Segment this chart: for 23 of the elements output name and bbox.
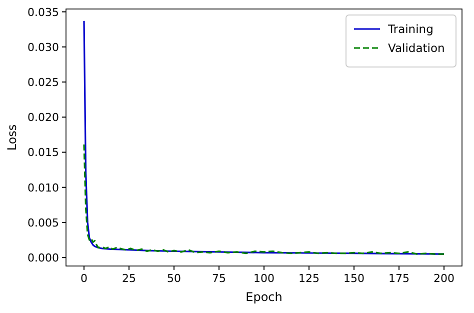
legend-label: Training	[387, 22, 434, 36]
x-tick-label: 175	[388, 272, 410, 285]
x-tick-label: 100	[254, 272, 274, 285]
y-tick-label: 0.005	[28, 216, 59, 230]
y-axis-title: Loss	[5, 124, 19, 151]
y-tick-label: 0.035	[28, 6, 59, 19]
y-tick-label: 0.010	[28, 181, 59, 194]
x-tick-label: 200	[434, 272, 454, 285]
x-tick-label: 150	[344, 272, 364, 285]
x-tick-label: 125	[298, 272, 320, 285]
x-tick-label: 50	[167, 272, 181, 285]
y-tick-label: 0.030	[28, 40, 59, 54]
y-tick-label: 0.020	[28, 111, 59, 124]
legend-label: Validation	[388, 41, 445, 55]
line-series	[83, 20, 445, 255]
y-tick-label: 0.000	[28, 252, 59, 265]
x-tick-label: 25	[122, 272, 136, 285]
y-tick-label: 0.025	[28, 76, 59, 90]
x-axis-title: Epoch	[246, 290, 282, 304]
x-tick-label: 0	[80, 272, 88, 285]
line-series	[83, 144, 445, 255]
y-tick-label: 0.015	[28, 146, 59, 160]
x-tick-label: 75	[212, 272, 226, 285]
